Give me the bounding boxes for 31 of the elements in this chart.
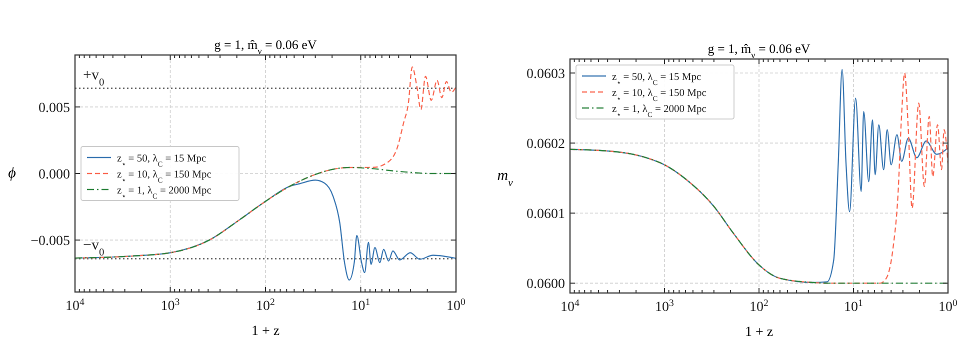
legend-label: z$_{⋆}$ = 10, λ$_{C}$ = 150 Mpc [612, 88, 707, 102]
legend-label: z$_{⋆}$ = 1, λ$_{C}$ = 2000 Mpc [117, 186, 212, 200]
x-tick-label: 10$^{3}$ [655, 298, 674, 315]
y-tick-label: −0.005 [30, 234, 70, 250]
x-axis-title: 1 + z [744, 325, 774, 340]
y-tick-label: 0.0602 [526, 137, 565, 152]
x-tick-label: 10$^{0}$ [446, 296, 466, 314]
y-axis-title: ϕ [8, 166, 16, 182]
x-tick-label: 10$^{0}$ [938, 298, 958, 315]
y-tick-label: 0.0601 [526, 207, 565, 222]
x-tick-label: 10$^{4}$ [560, 298, 580, 315]
y-tick-label: 0.005 [38, 100, 70, 116]
ref-line-label: +v$_{0}$ [83, 67, 104, 88]
legend-label: z$_{⋆}$ = 10, λ$_{C}$ = 150 Mpc [117, 170, 212, 184]
x-tick-label: 10$^{1}$ [351, 296, 370, 314]
x-tick-label: 10$^{3}$ [160, 296, 180, 314]
chart-title: g = 1, m̂$_{ν}$ = 0.06 eV [214, 37, 318, 56]
y-tick-label: 0.000 [38, 168, 70, 182]
x-tick-label: 10$^{4}$ [66, 296, 85, 314]
ref-line-label: −v$_{0}$ [83, 238, 104, 258]
x-tick-label: 10$^{1}$ [844, 298, 864, 315]
x-tick-label: 10$^{2}$ [256, 296, 276, 314]
legend-label: z$_{⋆}$ = 1, λ$_{C}$ = 2000 Mpc [612, 104, 707, 118]
legend-label: z$_{⋆}$ = 50, λ$_{C}$ = 15 Mpc [612, 72, 702, 86]
x-tick-label: 10$^{2}$ [750, 298, 769, 315]
y-tick-label: 0.0603 [526, 67, 565, 82]
chart-title: g = 1, m̂$_{ν}$ = 0.06 eV [708, 41, 811, 60]
x-axis-title: 1 + z [251, 324, 280, 339]
y-axis-title: m$_{ν}$ [497, 168, 514, 188]
y-tick-label: 0.0600 [526, 277, 565, 292]
legend-label: z$_{⋆}$ = 50, λ$_{C}$ = 15 Mpc [117, 154, 206, 168]
